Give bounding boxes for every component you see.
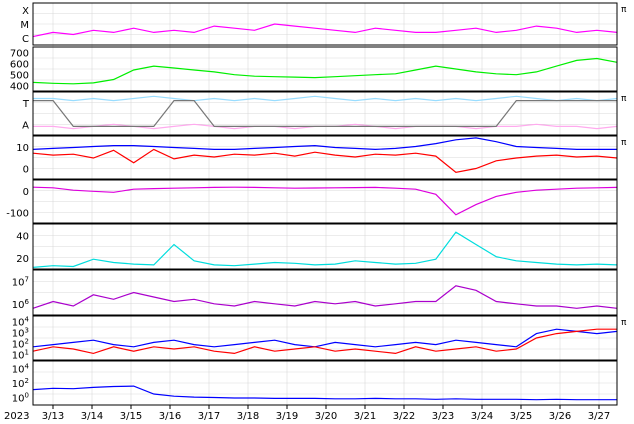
y-tick-label: 700 <box>10 49 29 60</box>
panel-frame-imf <box>32 135 618 180</box>
x-tick-label: 3/18 <box>237 411 259 422</box>
x-axis-year-label: 2023 <box>4 411 29 422</box>
y-tick-label: 0 <box>23 187 29 198</box>
panel-right-mark: π <box>621 318 627 328</box>
y-tick-label: 107 <box>12 275 29 288</box>
y-tick-label: 100 <box>12 392 29 405</box>
y-tick-label: 106 <box>12 298 30 311</box>
panel-frame-bz-index <box>32 179 618 224</box>
x-tick-label: 3/14 <box>81 411 103 422</box>
x-tick-label: 3/20 <box>315 411 337 422</box>
panel-frame-flux-bottom <box>32 360 618 406</box>
y-tick-label: 600 <box>10 60 29 71</box>
panel-frame-solar-wind-speed <box>32 46 618 92</box>
series-line <box>32 385 617 401</box>
label-layer: 3/13 3/14 3/15 3/16 3/17 3/18 3/19 3/20 3/21 3/22… <box>6 5 627 422</box>
series-line <box>32 148 618 173</box>
y-tick-label: 10 <box>16 143 29 154</box>
x-tick-label: 3/25 <box>510 411 532 422</box>
y-tick-label: C <box>22 34 29 45</box>
panel-right-mark: π <box>621 138 627 148</box>
x-tick-label: 3/13 <box>42 411 64 422</box>
y-tick-label: 101 <box>12 349 29 362</box>
series-line <box>32 285 618 309</box>
x-tick-label: 3/23 <box>432 411 454 422</box>
x-tick-label: 3/15 <box>120 411 142 422</box>
y-tick-label: 500 <box>10 71 29 82</box>
y-tick-label: 0 <box>23 164 29 175</box>
y-tick-label: M <box>20 20 29 31</box>
y-tick-label: 102 <box>12 377 29 390</box>
series-line <box>32 231 618 268</box>
panel-frame-density <box>32 223 618 270</box>
y-tick-label: 104 <box>12 362 30 375</box>
panel-right-mark: π <box>621 5 627 15</box>
x-tick-label: 3/19 <box>276 411 298 422</box>
series-line <box>32 186 618 216</box>
y-tick-label: 400 <box>10 82 29 93</box>
series-line <box>32 57 618 85</box>
x-tick-label: 3/17 <box>198 411 220 422</box>
series-line <box>33 95 618 102</box>
series-line <box>32 23 618 38</box>
panel-frame-electron-flux <box>32 315 618 361</box>
panel-layer <box>32 2 618 409</box>
x-tick-label: 3/24 <box>471 411 493 422</box>
y-tick-label: T <box>22 99 30 110</box>
x-tick-label: 3/21 <box>354 411 376 422</box>
series-line <box>32 137 617 151</box>
series-line <box>33 99 617 128</box>
y-tick-label: X <box>22 6 29 17</box>
panel-frame-xray-class <box>32 2 618 46</box>
panel-right-mark: π <box>621 94 627 104</box>
y-tick-label: A <box>22 120 29 131</box>
series-line <box>32 328 617 355</box>
y-tick-label: -100 <box>6 208 29 219</box>
series-line <box>32 328 618 348</box>
panel-frame-polarity <box>32 91 618 136</box>
y-tick-label: 20 <box>16 254 29 265</box>
x-tick-label: 3/22 <box>393 411 415 422</box>
x-tick-label: 3/26 <box>549 411 571 422</box>
series-layer <box>32 23 618 401</box>
y-tick-label: 40 <box>16 231 29 242</box>
x-tick-label: 3/27 <box>588 411 610 422</box>
x-tick-label: 3/16 <box>159 411 181 422</box>
panel-frame-proton-flux <box>32 269 618 316</box>
